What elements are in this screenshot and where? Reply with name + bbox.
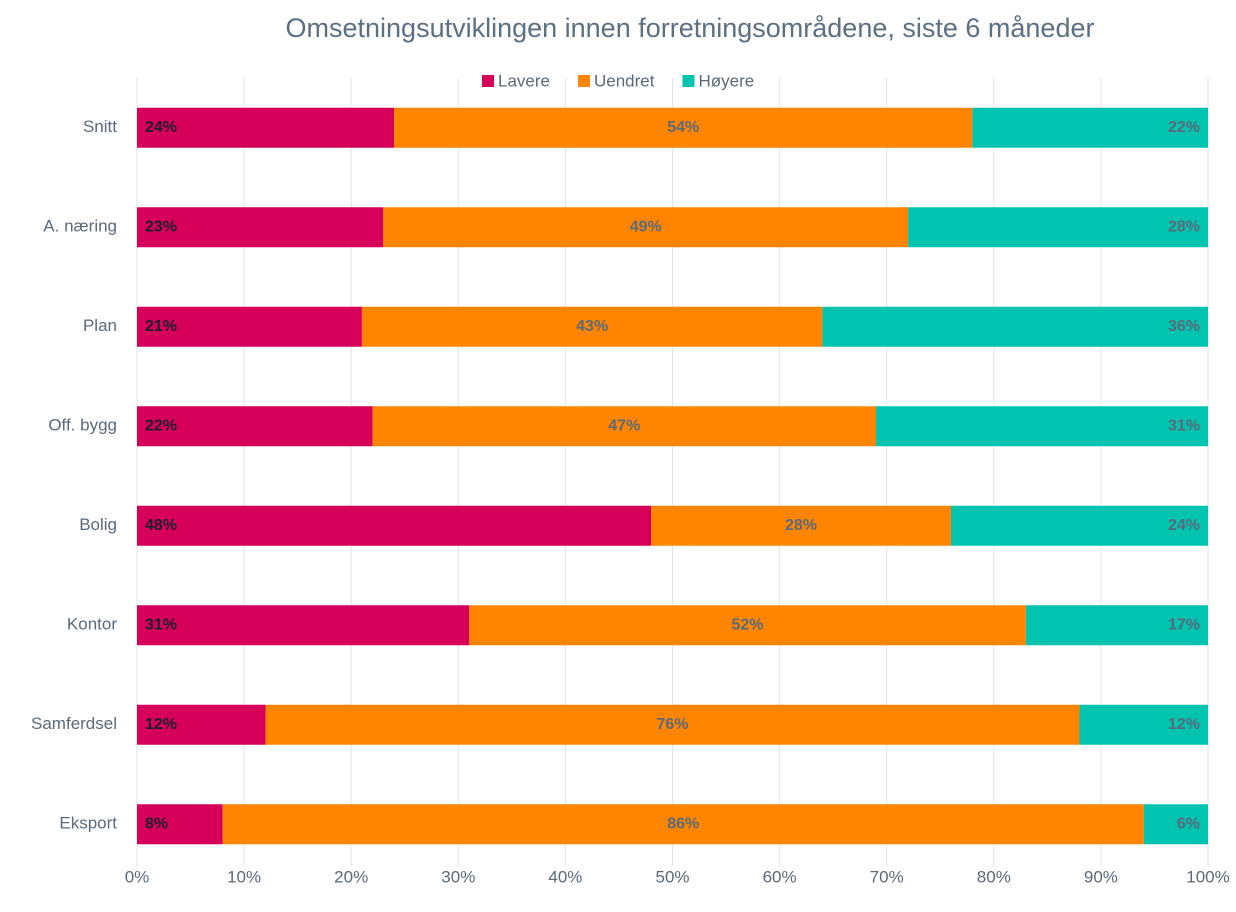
y-tick-label: Kontor [67,615,117,634]
bar-segment [222,804,1144,845]
data-label: 49% [630,218,662,235]
y-tick-label: Snitt [83,117,117,136]
data-label: 52% [731,616,763,633]
y-tick-label: Bolig [79,515,117,534]
x-tick-label: 0% [125,867,150,886]
bar-segment [822,306,1208,347]
x-tick-label: 10% [227,867,261,886]
bar-segment [972,107,1208,148]
bar-segment [137,207,384,248]
y-tick-label: Eksport [59,814,117,833]
bar-segment [908,207,1208,248]
data-label: 28% [1168,218,1200,235]
data-label: 24% [145,119,177,136]
legend-swatch [482,75,494,87]
data-label: 31% [1168,417,1200,434]
y-tick-label: Off. bygg [48,416,117,435]
bar-segment [137,605,470,646]
x-tick-label: 20% [334,867,368,886]
data-label: 28% [785,517,817,534]
data-label: 47% [608,417,640,434]
bar-segment [372,406,876,447]
y-tick-label: Samferdsel [31,714,117,733]
legend-swatch [577,75,590,87]
x-tick-label: 100% [1186,867,1229,886]
bar-segment [137,704,266,745]
data-label: 12% [145,716,177,733]
bar-segment [875,406,1208,447]
bar-segment [651,505,951,546]
legend-label: Lavere [498,71,550,90]
bar-segment [265,704,1080,745]
bar-segment [1025,605,1208,646]
bar-segment [137,804,223,845]
y-tick-label: Plan [83,316,117,335]
bar-segment [469,605,1026,646]
bar-segment [137,505,652,546]
bar-segment [137,107,395,148]
bar-segment [361,306,823,347]
data-label: 8% [145,815,168,832]
legend-swatch [682,75,695,87]
x-tick-label: 30% [441,867,475,886]
x-tick-label: 60% [763,867,797,886]
data-label: 17% [1168,616,1200,633]
data-label: 22% [145,417,177,434]
data-label: 43% [576,318,608,335]
bar-segment [1079,704,1208,745]
legend-label: Uendret [594,71,655,90]
bar-segment [950,505,1208,546]
bar-segment [383,207,909,248]
data-label: 12% [1168,716,1200,733]
data-label: 22% [1168,119,1200,136]
data-label: 54% [667,119,699,136]
x-tick-label: 80% [977,867,1011,886]
data-label: 48% [145,517,177,534]
bar-segment [137,306,362,347]
bar-segment [394,107,973,148]
x-tick-label: 70% [870,867,904,886]
data-label: 23% [145,218,177,235]
x-tick-label: 90% [1084,867,1118,886]
x-tick-label: 40% [548,867,582,886]
data-label: 21% [145,318,177,335]
bar-segment [1143,804,1208,845]
bar-segment [137,406,373,447]
data-label: 36% [1168,318,1200,335]
data-label: 6% [1177,815,1200,832]
y-tick-label: A. næring [43,217,117,236]
data-label: 86% [667,815,699,832]
data-label: 76% [656,716,688,733]
data-label: 31% [145,616,177,633]
chart-title: Omsetningsutviklingen innen forretningso… [286,13,1095,43]
legend-label: Høyere [698,71,754,90]
data-label: 24% [1168,517,1200,534]
x-tick-label: 50% [655,867,689,886]
